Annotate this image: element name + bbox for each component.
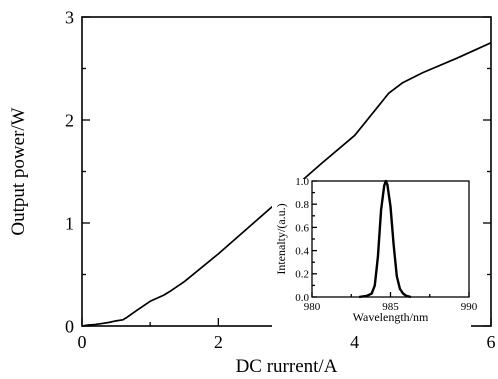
main-y-tick-label: 1: [65, 213, 74, 233]
main-tick-labels: 0 2 4 6 0 1 2 3: [65, 7, 496, 352]
main-y-axis-label: Output power/W: [8, 107, 29, 235]
main-x-tick-label: 0: [78, 332, 87, 352]
inset-x-axis-label: Wavelength/nm: [353, 310, 429, 324]
inset-y-tick-label: 0.2: [295, 269, 309, 281]
inset-tick-labels: 980 985 990 0.0 0.2 0.4 0.6 0.8 1.0: [295, 176, 478, 313]
main-y-tick-label: 0: [65, 316, 74, 336]
inset-y-tick-label: 0.4: [295, 245, 309, 257]
main-x-tick-label: 2: [214, 332, 223, 352]
inset-x-tick-label: 985: [382, 301, 399, 313]
inset-y-tick-label: 0.0: [295, 292, 309, 304]
inset-series-line: [358, 179, 412, 299]
inset-y-tick-label: 0.6: [295, 222, 309, 234]
main-y-tick-label: 3: [65, 7, 74, 27]
inset-y-tick-label: 0.8: [295, 199, 309, 211]
main-series-line: [81, 41, 492, 327]
inset-background: [272, 179, 471, 327]
main-x-tick-label: 6: [487, 332, 496, 352]
main-y-tick-label: 2: [65, 110, 74, 130]
inset-x-tick-label: 990: [461, 301, 478, 313]
main-plot: 0 2 4 6 0 1 2 3 DC rurrent/A Output power/W: [8, 7, 496, 377]
inset-x-tick-label: 980: [304, 301, 321, 313]
main-x-axis-label: DC rurrent/A: [236, 356, 338, 377]
inset-plot: 980 985 990 0.0 0.2 0.4 0.6 0.8 1.0 Wavelength/n…: [272, 176, 478, 327]
inset-plot-frame: [311, 180, 470, 298]
inset-y-axis-label: Intenalty/(a.u.): [274, 203, 288, 274]
main-x-tick-label: 4: [350, 332, 359, 352]
inset-y-tick-label: 1.0: [295, 176, 309, 188]
